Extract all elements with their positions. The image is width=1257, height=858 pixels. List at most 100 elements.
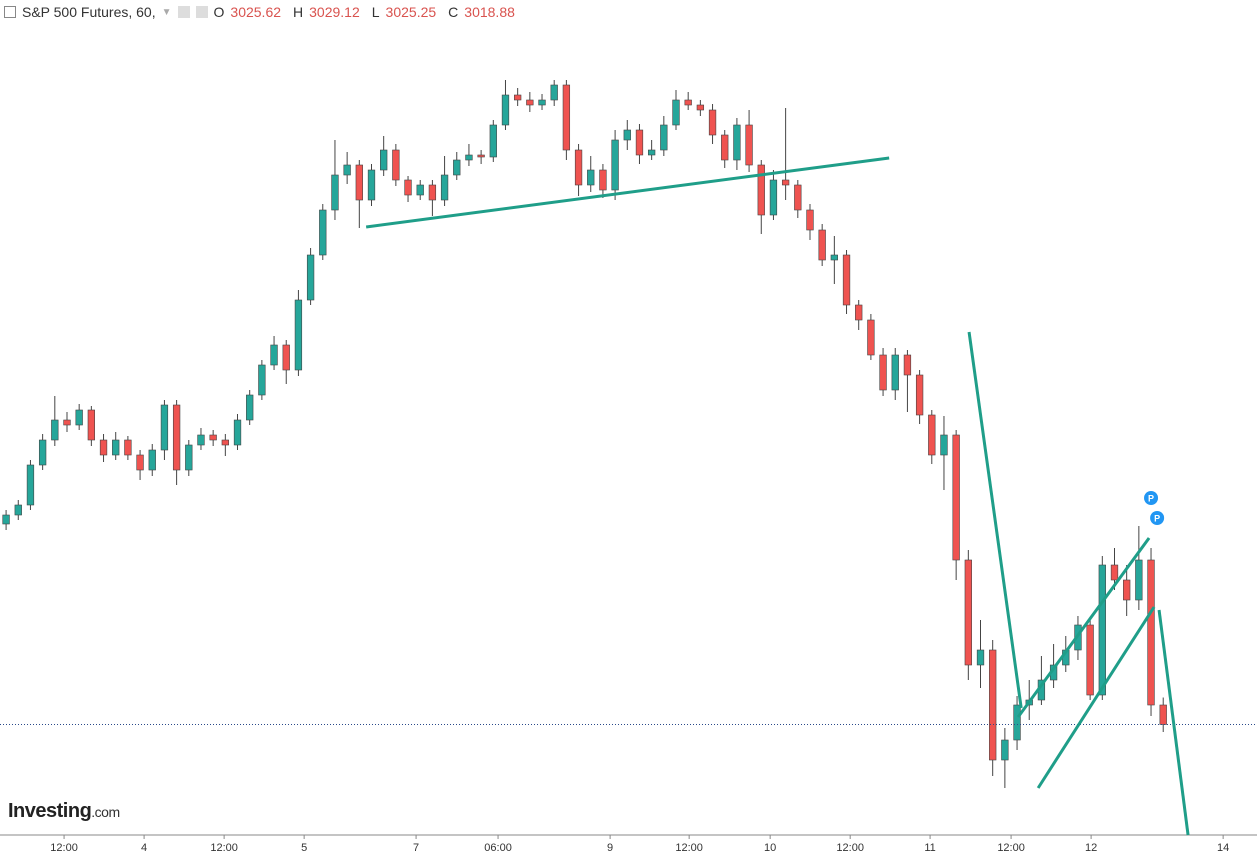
x-tick-label: 12:00: [997, 842, 1025, 854]
candle-body: [952, 434, 960, 561]
candle-body: [781, 179, 790, 186]
candle-body: [599, 169, 607, 191]
candle-body: [440, 174, 449, 201]
ohlc-key: H: [293, 4, 304, 20]
candle-body: [794, 184, 802, 211]
candle-body: [903, 354, 912, 376]
x-tick-label: 9: [607, 842, 613, 854]
trend-line: [365, 156, 890, 229]
candle-body: [282, 344, 290, 371]
x-tick-label: 12: [1085, 842, 1097, 854]
candle-body: [392, 149, 400, 181]
marker-label: P: [1148, 493, 1154, 503]
candle-body: [112, 439, 120, 456]
candle-body: [319, 209, 327, 256]
candle-body: [258, 364, 266, 396]
candle-body: [550, 84, 558, 101]
x-tick-label: 12:00: [675, 842, 703, 854]
candle-body: [1013, 704, 1021, 741]
candle-body: [75, 409, 83, 426]
candle-body: [708, 109, 717, 136]
x-tick-label: 14: [1217, 842, 1229, 854]
candle-body: [136, 454, 144, 471]
candle-body: [99, 439, 108, 456]
settings-icon[interactable]: [177, 6, 190, 18]
trend-line: [1036, 606, 1156, 789]
legend-header: S&P 500 Futures, 60, ▼ O 3025.62 H 3029.12…: [4, 4, 521, 20]
candle-body: [989, 649, 997, 761]
candle-body: [623, 129, 631, 141]
candle-body: [233, 419, 242, 446]
candle-body: [367, 169, 376, 201]
candle-body: [148, 449, 156, 471]
candle-body: [745, 124, 753, 166]
candle-body: [1086, 624, 1094, 696]
candle-body: [514, 94, 522, 101]
candle-body: [842, 254, 851, 306]
candle-body: [477, 154, 485, 158]
marker: [1144, 491, 1159, 505]
candle-body: [587, 169, 595, 186]
dropdown-caret[interactable]: ▼: [161, 6, 172, 18]
candle-body: [124, 439, 132, 456]
candle-body: [940, 434, 948, 456]
ohlc-key: C: [448, 4, 459, 20]
candle-body: [976, 649, 985, 666]
candle-body: [51, 419, 59, 441]
x-tick-label: 7: [413, 842, 419, 854]
candle-body: [465, 154, 473, 161]
candle-body: [684, 99, 692, 106]
marker-label: P: [1154, 513, 1160, 523]
x-tick-label: 12:00: [210, 842, 238, 854]
ohlc-value: 3025.25: [385, 4, 437, 20]
candle-body: [867, 319, 875, 356]
ohlc-value: 3018.88: [464, 4, 515, 20]
candle-body: [928, 414, 936, 456]
trend-line: [1157, 609, 1190, 836]
logo-brand: Investing: [8, 800, 92, 822]
candle-body: [647, 149, 656, 156]
candle-body: [1001, 739, 1009, 761]
x-tick-label: 12:00: [50, 842, 78, 854]
candle-body: [306, 254, 315, 301]
candle-body: [38, 439, 47, 466]
candle-body: [915, 374, 924, 416]
candle-body: [721, 134, 729, 161]
candle-body: [404, 179, 412, 196]
candle-body: [2, 514, 10, 525]
candle-body: [221, 439, 229, 446]
candle-body: [1098, 564, 1106, 696]
candle-body: [806, 209, 814, 231]
candle-body: [830, 254, 838, 261]
candle-body: [1159, 704, 1167, 725]
candle-body: [160, 404, 169, 451]
candle-body: [63, 419, 71, 426]
x-tick-label: 4: [141, 842, 147, 854]
candle-body: [14, 504, 22, 516]
candle-body: [769, 179, 778, 216]
candle-body: [501, 94, 510, 126]
candle-body: [526, 99, 534, 106]
symbol: S&P 500 Futures, 60,: [22, 4, 156, 20]
candle-body: [197, 434, 205, 446]
candle-body: [172, 404, 181, 471]
trend-line: [1016, 537, 1151, 718]
candle-body: [355, 164, 363, 201]
ohlc-value: 3025.62: [230, 4, 282, 20]
x-tick-label: 12:00: [836, 842, 864, 854]
logo: Investing.com: [8, 800, 120, 823]
x-tick-label: 10: [764, 842, 776, 854]
candle-body: [294, 299, 303, 371]
candle-body: [185, 444, 193, 471]
candle-body: [453, 159, 461, 176]
hide-icon[interactable]: [195, 6, 208, 18]
collapse-icon[interactable]: [4, 6, 16, 18]
candle-body: [26, 464, 35, 506]
candle-body: [380, 149, 388, 171]
candle-body: [1147, 559, 1155, 706]
candle-body: [660, 124, 668, 151]
candle-body: [964, 559, 972, 666]
candle-body: [696, 104, 705, 111]
candle-body: [343, 164, 351, 176]
